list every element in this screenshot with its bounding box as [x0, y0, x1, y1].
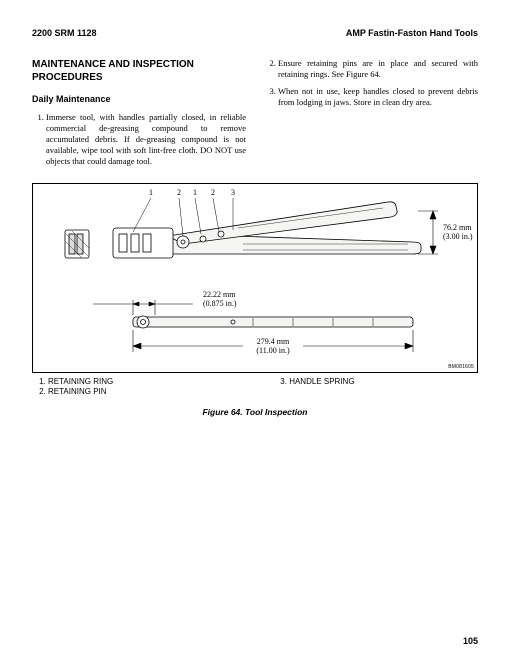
legend-3: HANDLE SPRING: [289, 377, 354, 387]
step-3: When not in use, keep handles closed to …: [278, 86, 478, 108]
dim-jaw-in: (0.875 in.): [203, 299, 237, 308]
tool-diagram: 22.22 mm (0.875 in.) 279.4 mm (11.00 in.…: [33, 184, 477, 372]
legend-2: RETAINING PIN: [48, 387, 113, 397]
dim-h-in: (3.00 in.): [443, 232, 473, 241]
left-steps: Immerse tool, with handles partially clo…: [32, 112, 246, 167]
callout-1a: 1: [149, 188, 153, 197]
image-ref-code: BM081605: [448, 364, 474, 370]
dim-h-mm: 76.2 mm: [443, 223, 472, 232]
callout-3: 3: [231, 188, 235, 197]
right-steps: Ensure retaining pins are in place and s…: [264, 58, 478, 108]
sub-heading: Daily Maintenance: [32, 94, 246, 106]
figure-box: 22.22 mm (0.875 in.) 279.4 mm (11.00 in.…: [32, 183, 478, 373]
legend-left: RETAINING RING RETAINING PIN: [32, 377, 113, 397]
callout-2a: 2: [177, 188, 181, 197]
dim-len-in: (11.00 in.): [256, 346, 290, 355]
callout-2b: 2: [211, 188, 215, 197]
section-heading: MAINTENANCE AND INSPECTION PROCEDURES: [32, 58, 246, 84]
figure-caption: Figure 64. Tool Inspection: [32, 407, 478, 417]
dim-jaw-mm: 22.22 mm: [203, 290, 236, 299]
callout-1b: 1: [193, 188, 197, 197]
dim-len-mm: 279.4 mm: [257, 337, 290, 346]
page-number: 105: [463, 636, 478, 646]
legend-1: RETAINING RING: [48, 377, 113, 387]
step-1: Immerse tool, with handles partially clo…: [46, 112, 246, 167]
doc-id-right: AMP Fastin-Faston Hand Tools: [346, 28, 478, 38]
doc-id-left: 2200 SRM 1128: [32, 28, 97, 38]
legend-right: HANDLE SPRING: [273, 377, 354, 397]
step-2: Ensure retaining pins are in place and s…: [278, 58, 478, 80]
